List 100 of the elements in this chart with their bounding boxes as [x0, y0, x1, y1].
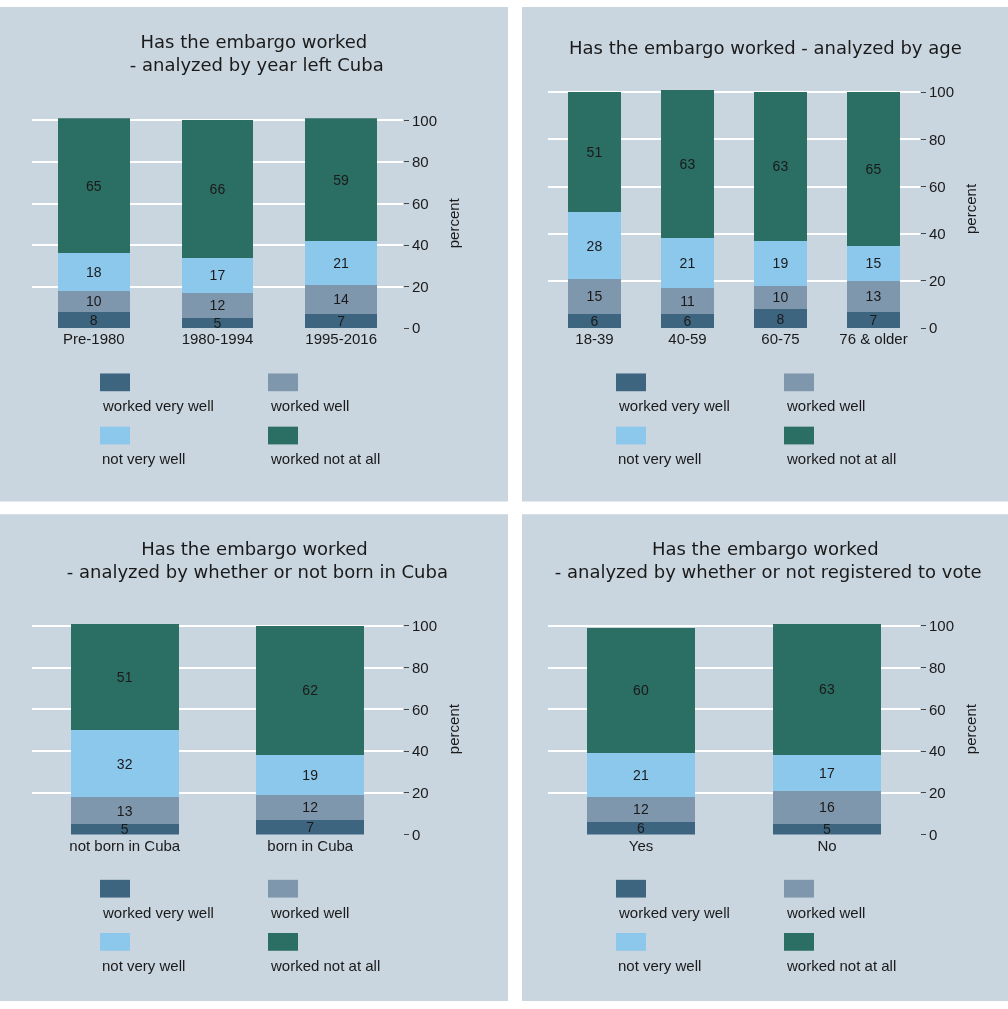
legend-label: worked very well [618, 397, 730, 414]
data-label: 10 [772, 289, 789, 306]
y-tick-label: 0 [929, 825, 938, 843]
data-label: 13 [865, 288, 882, 305]
data-label: 21 [633, 767, 649, 784]
x-tick-label: 76 & older [839, 330, 908, 348]
legend-label: worked very well [618, 904, 730, 921]
y-tick-label: 20 [412, 784, 429, 802]
legend-label: worked well [270, 397, 350, 414]
x-tick-label: No [817, 836, 837, 854]
bar [57, 311, 130, 329]
y-axis-title: percent [962, 703, 980, 755]
data-label: 10 [85, 293, 102, 310]
legend-label: worked well [786, 904, 866, 921]
bar [305, 240, 378, 285]
legend-label: worked not at all [270, 957, 381, 974]
data-label: 13 [116, 802, 133, 819]
data-label: 66 [209, 180, 226, 197]
data-label: 5 [823, 821, 831, 838]
data-label: 19 [302, 767, 319, 784]
bar [846, 92, 901, 246]
data-label: 11 [680, 293, 695, 310]
bar [70, 796, 179, 825]
bar [305, 284, 378, 314]
y-tick-label: 20 [929, 784, 946, 802]
data-label: 16 [819, 799, 835, 816]
data-label: 7 [337, 312, 346, 329]
bar [57, 118, 130, 254]
y-tick-label: 20 [412, 277, 429, 295]
bar [567, 212, 622, 279]
bar [587, 627, 695, 754]
y-tick-label: 80 [929, 658, 946, 676]
bar [70, 730, 179, 797]
bar [305, 118, 378, 241]
y-tick-label: 80 [412, 658, 429, 676]
bar [587, 821, 695, 835]
data-label: 6 [637, 820, 645, 837]
bar [660, 313, 715, 329]
data-label: 5 [213, 314, 222, 331]
bar [660, 238, 715, 289]
bar [567, 92, 622, 213]
x-tick-label: Yes [628, 836, 654, 854]
data-label: 62 [302, 682, 319, 699]
chart-title: Has the embargo worked - analyzed by whether or not registered to vote [549, 538, 982, 583]
y-tick-label: 100 [412, 111, 438, 129]
legend-label: worked not at all [270, 450, 381, 467]
bar [846, 245, 901, 281]
data-label: 63 [772, 158, 789, 175]
bar [305, 313, 378, 329]
y-tick-label: 60 [929, 700, 946, 718]
data-label: 8 [89, 311, 98, 328]
bar [773, 824, 881, 835]
bar [773, 623, 881, 756]
data-label: 8 [776, 310, 785, 327]
y-axis-title: percent [445, 703, 463, 755]
data-label: 51 [116, 668, 133, 685]
data-label: 60 [633, 682, 649, 699]
data-label: 12 [209, 297, 226, 314]
legend-label: worked well [270, 904, 350, 921]
y-axis-title: percent [962, 183, 980, 234]
data-label: 63 [819, 681, 835, 698]
y-tick-label: 60 [929, 177, 946, 195]
data-label: 32 [116, 755, 133, 772]
bar [587, 796, 695, 822]
bar [181, 257, 254, 293]
y-tick-label: 80 [929, 130, 946, 148]
legend-label: worked very well [102, 904, 214, 921]
data-label: 15 [586, 288, 603, 305]
data-label: 19 [772, 255, 789, 272]
bar [181, 292, 254, 318]
x-tick-label: 1995-2016 [305, 330, 378, 348]
y-tick-label: 40 [412, 742, 429, 760]
chart-title: Has the embargo worked - analyzed by whether or not born in Cuba [61, 538, 448, 583]
legend-label: not very well [618, 957, 702, 974]
bar [567, 278, 622, 314]
legend-label: worked not at all [786, 450, 897, 467]
y-tick-label: 40 [412, 236, 429, 254]
data-label: 17 [819, 764, 835, 781]
y-tick-label: 0 [412, 825, 421, 843]
data-label: 59 [333, 171, 350, 188]
data-label: 51 [586, 144, 603, 161]
bar [753, 240, 808, 286]
x-tick-label: 1980-1994 [181, 330, 254, 348]
bar [846, 280, 901, 312]
x-tick-label: born in Cuba [267, 836, 354, 854]
data-label: 21 [333, 254, 350, 271]
data-label: 17 [209, 267, 226, 284]
y-tick-label: 20 [929, 272, 946, 290]
data-label: 7 [306, 819, 315, 836]
y-tick-label: 80 [412, 153, 429, 171]
bar [660, 288, 715, 314]
y-tick-label: 60 [412, 700, 429, 718]
x-tick-label: not born in Cuba [69, 836, 181, 854]
bar [587, 753, 695, 797]
x-tick-label: Pre-1980 [62, 330, 125, 348]
y-tick-label: 40 [929, 224, 946, 242]
legend-label: not very well [618, 450, 702, 467]
y-tick-label: 40 [929, 742, 946, 760]
data-label: 18 [85, 264, 102, 281]
legend-label: worked well [786, 397, 866, 414]
